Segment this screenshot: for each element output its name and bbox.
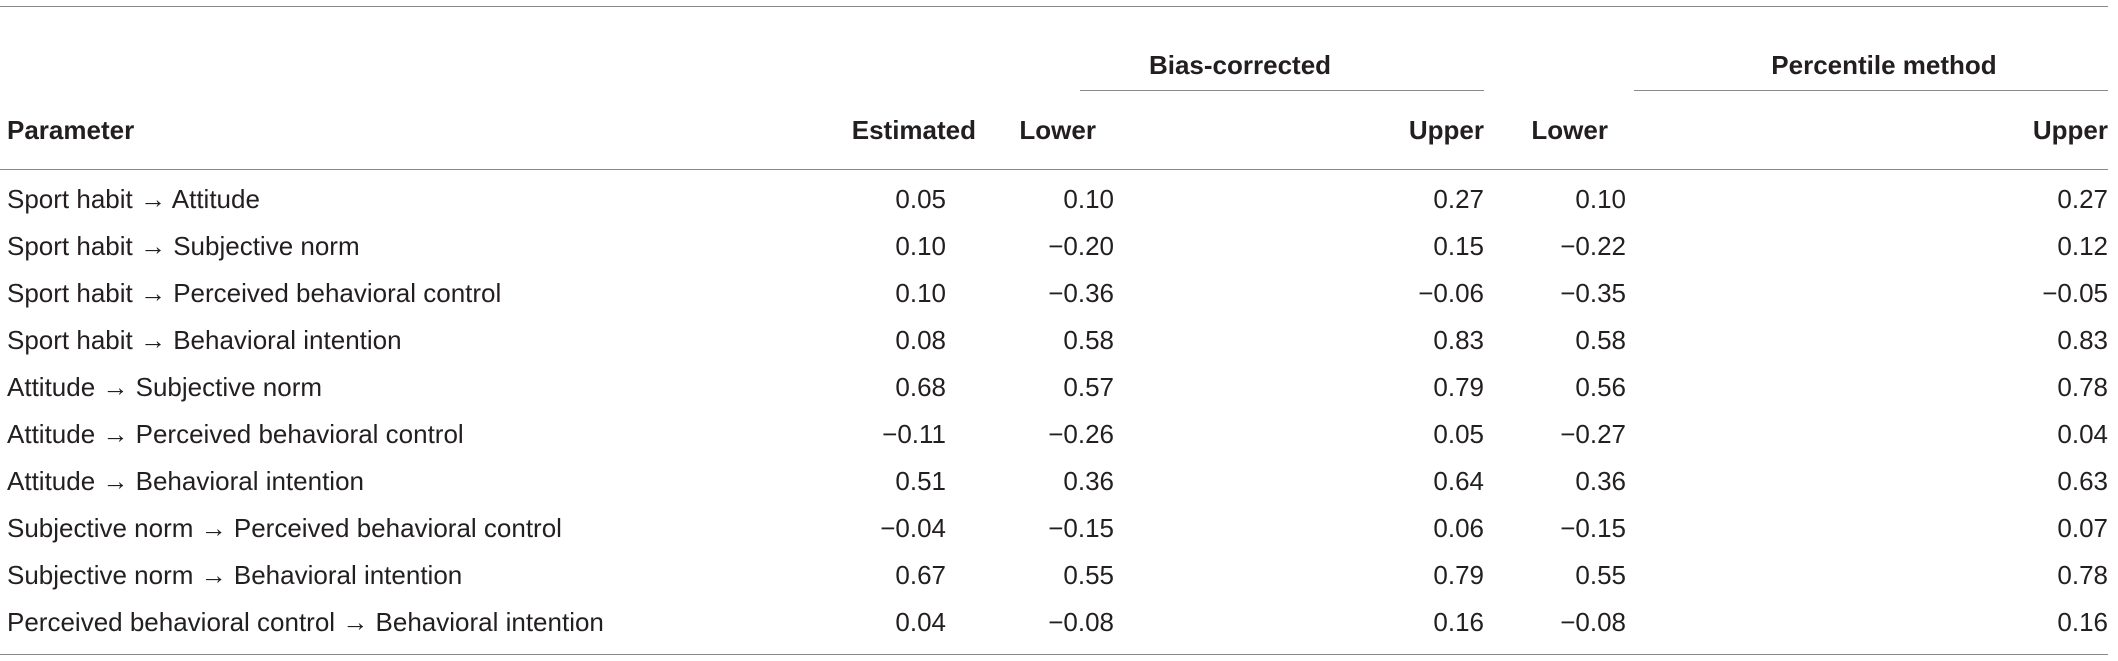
cell-parameter: Sport habit → Attitude bbox=[7, 184, 260, 214]
cell-pm-upper: 0.78 bbox=[2057, 372, 2108, 402]
cell-pm-lower: 0.55 bbox=[1575, 560, 1626, 590]
cell-bc-lower: 0.55 bbox=[1063, 560, 1114, 590]
cell-bc-upper: 0.15 bbox=[1433, 231, 1484, 261]
column-header-pm-upper: Upper bbox=[2032, 114, 2108, 145]
group-header-bias-corrected-label: Bias-corrected bbox=[1148, 50, 1332, 80]
cell-estimated: 0.08 bbox=[895, 325, 946, 355]
cell-parameter: Sport habit → Perceived behavioral contr… bbox=[7, 278, 502, 308]
cell-bc-lower: 0.36 bbox=[1063, 466, 1114, 496]
cell-parameter: Perceived behavioral control → Behaviora… bbox=[0, 599, 780, 655]
cell-pm-lower: 0.36 bbox=[1575, 466, 1626, 496]
cell-bc-lower: 0.57 bbox=[1063, 372, 1114, 402]
group-header-empty-estimated bbox=[780, 7, 980, 92]
cell-bc-lower: −0.08 bbox=[980, 599, 1210, 655]
cell-bc-upper: 0.16 bbox=[1210, 599, 1500, 655]
cell-pm-lower: −0.15 bbox=[1560, 513, 1626, 543]
cell-pm-upper: 0.04 bbox=[2057, 419, 2108, 449]
cell-pm-upper: 0.07 bbox=[2057, 513, 2108, 543]
cell-pm-upper: 0.12 bbox=[2057, 231, 2108, 261]
cell-pm-lower: −0.22 bbox=[1560, 231, 1626, 261]
cell-pm-upper: 0.78 bbox=[2057, 560, 2108, 590]
table-row: Attitude → Subjective norm 0.68 0.57 0.7… bbox=[0, 364, 2108, 411]
cell-estimated: 0.10 bbox=[895, 278, 946, 308]
cell-bc-upper: 0.06 bbox=[1433, 513, 1484, 543]
cell-bc-lower: −0.36 bbox=[1048, 278, 1114, 308]
cell-bc-upper: 0.83 bbox=[1433, 325, 1484, 355]
cell-pm-lower: −0.27 bbox=[1560, 419, 1626, 449]
cell-estimated: 0.67 bbox=[895, 560, 946, 590]
cell-estimated: 0.68 bbox=[895, 372, 946, 402]
cell-bc-upper: 0.27 bbox=[1433, 184, 1484, 214]
cell-pm-lower: −0.08 bbox=[1500, 599, 1740, 655]
cell-estimated: −0.04 bbox=[880, 513, 946, 543]
cell-parameter: Subjective norm → Behavioral intention bbox=[7, 560, 463, 590]
cell-parameter: Sport habit → Subjective norm bbox=[7, 231, 360, 261]
cell-parameter: Attitude → Perceived behavioral control bbox=[7, 419, 464, 449]
cell-bc-upper: 0.64 bbox=[1433, 466, 1484, 496]
cell-parameter: Attitude → Behavioral intention bbox=[7, 466, 364, 496]
cell-bc-lower: 0.58 bbox=[1063, 325, 1114, 355]
cell-estimated: −0.11 bbox=[882, 419, 946, 449]
cell-pm-upper: 0.63 bbox=[2057, 466, 2108, 496]
cell-pm-upper: −0.05 bbox=[2042, 278, 2108, 308]
cell-estimated: 0.05 bbox=[895, 184, 946, 214]
cell-bc-upper: 0.05 bbox=[1433, 419, 1484, 449]
column-header-bc-upper: Upper bbox=[1408, 114, 1484, 145]
cell-bc-upper: −0.06 bbox=[1418, 278, 1484, 308]
column-header-row: Parameter Estimated Lower Upper Lower Up… bbox=[0, 91, 2108, 170]
group-header-percentile-method-label: Percentile method bbox=[1771, 50, 1997, 80]
column-header-estimated: Estimated bbox=[851, 114, 976, 145]
cell-pm-upper: 0.27 bbox=[2057, 184, 2108, 214]
table-row: Sport habit → Attitude 0.05 0.10 0.27 0.… bbox=[0, 170, 2108, 224]
cell-bc-lower: −0.26 bbox=[1048, 419, 1114, 449]
cell-bc-lower: −0.20 bbox=[1048, 231, 1114, 261]
cell-parameter: Attitude → Subjective norm bbox=[7, 372, 323, 402]
table-row: Attitude → Behavioral intention 0.51 0.3… bbox=[0, 458, 2108, 505]
cell-estimated: 0.10 bbox=[895, 231, 946, 261]
cell-estimated: 0.04 bbox=[780, 599, 980, 655]
group-header-row: Bias-corrected Percentile method bbox=[0, 6, 2108, 92]
cell-estimated: 0.51 bbox=[895, 466, 946, 496]
cell-pm-lower: 0.56 bbox=[1575, 372, 1626, 402]
cell-bc-upper: 0.79 bbox=[1433, 372, 1484, 402]
cell-parameter: Sport habit → Behavioral intention bbox=[7, 325, 402, 355]
cell-pm-lower: 0.10 bbox=[1575, 184, 1626, 214]
column-header-pm-lower: Lower bbox=[1531, 114, 1608, 145]
cell-parameter: Subjective norm → Perceived behavioral c… bbox=[7, 513, 562, 543]
column-header-parameter: Parameter bbox=[7, 114, 135, 145]
cell-bc-upper: 0.79 bbox=[1433, 560, 1484, 590]
table-row: Sport habit → Behavioral intention 0.08 … bbox=[0, 317, 2108, 364]
group-header-bias-corrected: Bias-corrected bbox=[980, 7, 1500, 91]
table-row: Perceived behavioral control → Behaviora… bbox=[0, 599, 2108, 655]
table-row: Sport habit → Perceived behavioral contr… bbox=[0, 270, 2108, 317]
bootstrap-results-table: Bias-corrected Percentile method Paramet… bbox=[0, 6, 2108, 655]
cell-pm-lower: 0.58 bbox=[1575, 325, 1626, 355]
table-row: Sport habit → Subjective norm 0.10 −0.20… bbox=[0, 223, 2108, 270]
cell-pm-lower: −0.35 bbox=[1560, 278, 1626, 308]
cell-bc-lower: 0.10 bbox=[1063, 184, 1114, 214]
cell-pm-upper: 0.16 bbox=[1740, 599, 2108, 655]
table-row: Attitude → Perceived behavioral control … bbox=[0, 411, 2108, 458]
table-row: Subjective norm → Behavioral intention 0… bbox=[0, 552, 2108, 599]
table-row: Subjective norm → Perceived behavioral c… bbox=[0, 505, 2108, 552]
cell-bc-lower: −0.15 bbox=[1048, 513, 1114, 543]
group-header-empty bbox=[0, 7, 780, 92]
column-header-bc-lower: Lower bbox=[1019, 114, 1096, 145]
group-header-percentile-method: Percentile method bbox=[1500, 7, 2108, 91]
cell-pm-upper: 0.83 bbox=[2057, 325, 2108, 355]
